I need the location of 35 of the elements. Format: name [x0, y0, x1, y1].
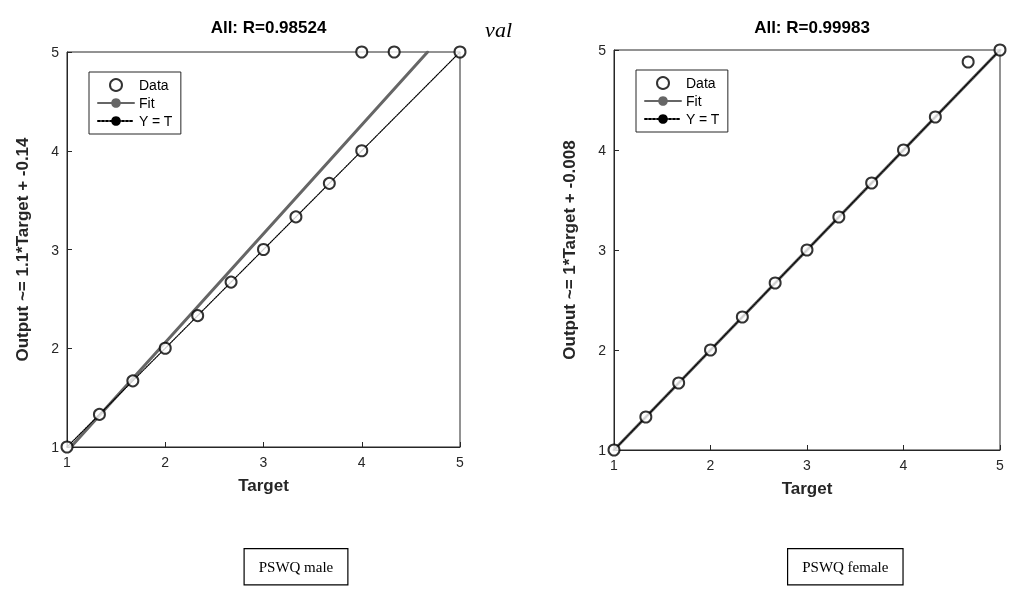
x-tick-label: 4 — [899, 457, 908, 473]
y-tick-label: 1 — [598, 442, 607, 458]
x-tick-label: 5 — [456, 454, 465, 470]
text: PSWQ male — [258, 558, 334, 575]
x-tick-label: 4 — [357, 454, 366, 470]
y-tick-label: 4 — [51, 142, 60, 159]
x-axis-title: Target — [238, 476, 290, 495]
x-tick-label: 2 — [161, 454, 170, 470]
x-tick-label: 3 — [259, 454, 268, 470]
x-tick-label: 2 — [706, 457, 715, 473]
y-axis-title: Output ~= 1.1*Target + -0.14 — [13, 136, 32, 362]
y-tick-label: 2 — [51, 340, 60, 357]
y-tick-label: 1 — [51, 439, 60, 455]
x-tick-label: 5 — [996, 457, 1005, 473]
x-axis-title: Target — [781, 479, 833, 498]
legend-label: Fit — [139, 95, 155, 111]
y-tick-label: 3 — [51, 241, 60, 258]
legend-label: Y = T — [686, 111, 720, 127]
chart-title: All: R=0.99983 — [754, 18, 870, 37]
text: PSWQ female — [802, 558, 889, 575]
legend-label: Data — [686, 75, 716, 91]
y-tick-label: 5 — [51, 44, 60, 60]
chart-title: All: R=0.98524 — [210, 18, 327, 37]
x-tick-label: 1 — [63, 454, 72, 470]
y-tick-label: 5 — [598, 42, 607, 58]
legend-label: Data — [139, 77, 169, 93]
x-tick-label: 1 — [610, 457, 619, 473]
y-axis-title: Output ~= 1*Target + -0.008 — [560, 140, 579, 360]
y-tick-label: 4 — [598, 142, 607, 158]
y-tick-label: 3 — [598, 242, 607, 258]
y-tick-label: 2 — [598, 342, 607, 358]
legend-label: Y = T — [139, 113, 173, 129]
x-tick-label: 3 — [803, 457, 812, 473]
text: val — [485, 16, 513, 42]
legend-label: Fit — [686, 93, 702, 109]
